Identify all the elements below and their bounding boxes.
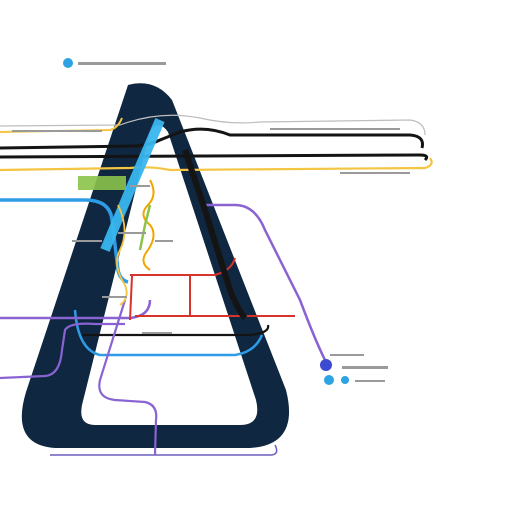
black-line-spine: [182, 149, 248, 320]
purple-line-south: [98, 299, 158, 456]
cyan-dot-icon: [63, 58, 73, 68]
red-line: [129, 257, 295, 321]
orange-line-inner: [142, 179, 155, 271]
frame-rim-line: [50, 444, 278, 456]
triangular-frame: [21, 83, 290, 448]
yellow-line-main: [0, 157, 433, 172]
green-label-box: [78, 176, 126, 190]
blue-small-dot-icon: [341, 376, 349, 384]
black-line-middle: [0, 153, 429, 162]
blue-dot-icon: [324, 375, 334, 385]
black-line-south: [82, 324, 270, 337]
purple-line-east: [205, 203, 327, 361]
green-line: [138, 204, 152, 251]
blue-line-south: [73, 309, 264, 357]
blue-line-west: [0, 198, 129, 284]
purple-line-southwest: [0, 322, 125, 380]
yellow-line-upper: [0, 117, 123, 133]
label-strips: [12, 62, 410, 382]
indigo-dot-icon: [320, 359, 332, 371]
blue-line-trunk: [100, 118, 165, 252]
grey-line-top: [0, 114, 426, 136]
